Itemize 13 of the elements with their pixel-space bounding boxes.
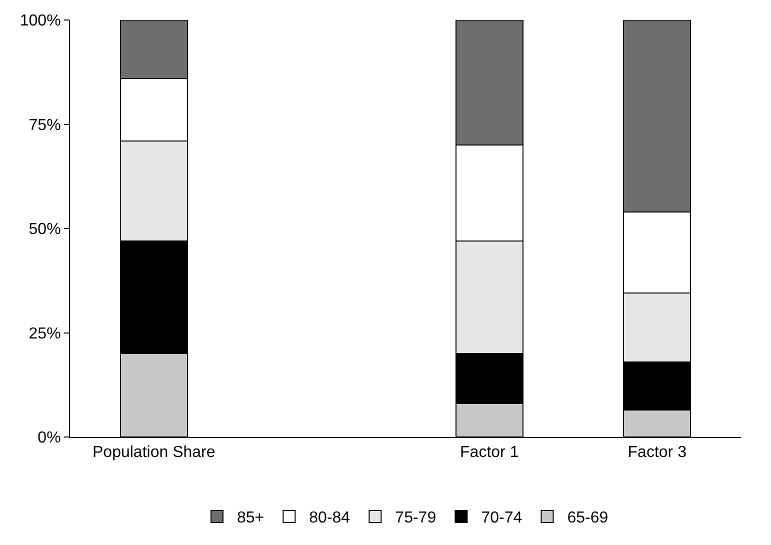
x-tick-label: Factor 1 [460,444,519,462]
legend-label: 70-74 [481,510,522,527]
y-tick-label: 0% [38,430,61,447]
y-tick-label: 100% [20,12,61,30]
legend-label: 80-84 [309,510,350,527]
x-tick-label: Population Share [92,444,216,462]
y-tick-label: 75% [28,116,61,134]
y-tick-label: 50% [28,221,61,238]
y-tick-label: 25% [28,325,61,342]
legend-label: 65-69 [567,510,608,527]
legend-label: 75-79 [395,510,436,527]
x-tick-label: Factor 3 [628,444,687,462]
legend-label: 85+ [237,510,264,527]
